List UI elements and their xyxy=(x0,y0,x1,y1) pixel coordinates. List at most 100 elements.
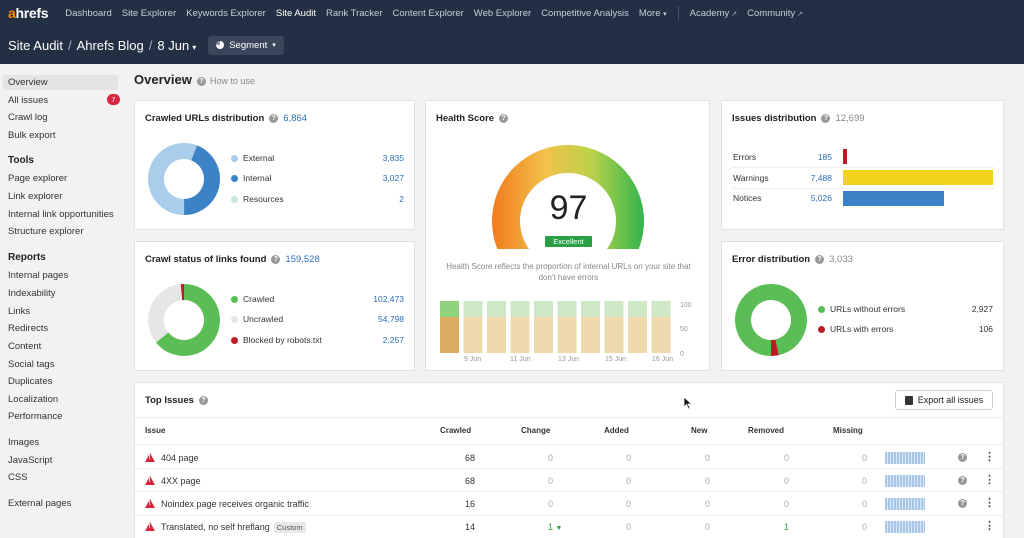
help-icon[interactable]: ? xyxy=(271,255,281,264)
donut-segment[interactable] xyxy=(184,145,220,215)
column-header-change[interactable]: Change xyxy=(521,426,551,435)
nav-rank-tracker[interactable]: Rank Tracker xyxy=(326,7,383,19)
x-tick: 15 Jun xyxy=(605,356,626,363)
help-icon[interactable]: ? xyxy=(499,114,509,123)
issue-name[interactable]: Noindex page receives organic traffic xyxy=(161,499,309,509)
external-value[interactable]: 3,835 xyxy=(382,153,404,163)
uncrawled-value[interactable]: 54,798 xyxy=(378,314,404,324)
internal-value[interactable]: 3,027 xyxy=(382,173,404,183)
sidebar-item-overview[interactable]: Overview xyxy=(3,75,118,90)
health-history-bar-base xyxy=(557,317,577,353)
crawled-count[interactable]: 68 xyxy=(465,453,476,463)
crawled-count[interactable]: 14 xyxy=(465,522,476,532)
sidebar-item-social-tags[interactable]: Social tags xyxy=(8,359,55,370)
nav-competitive-analysis[interactable]: Competitive Analysis xyxy=(541,7,629,19)
sidebar-item-redirects[interactable]: Redirects xyxy=(8,323,49,334)
sidebar-item-duplicates[interactable]: Duplicates xyxy=(8,376,53,387)
sidebar-item-structure-explorer[interactable]: Structure explorer xyxy=(8,226,84,237)
legend-dot xyxy=(231,315,238,323)
sidebar-item-css[interactable]: CSS xyxy=(8,472,28,483)
more-options-icon[interactable]: ⋮ xyxy=(984,474,995,486)
issues-notices-value[interactable]: 5,026 xyxy=(810,193,832,203)
sidebar-item-images[interactable]: Images xyxy=(8,437,40,448)
sidebar-item-external-pages[interactable]: External pages xyxy=(8,498,72,509)
sidebar-item-links[interactable]: Links xyxy=(8,306,31,317)
sidebar-item-internal-link-opportunities[interactable]: Internal link opportunities xyxy=(8,209,114,220)
breadcrumb-project[interactable]: Ahrefs Blog xyxy=(76,37,144,53)
help-icon[interactable]: ? xyxy=(815,255,825,264)
how-to-use-link[interactable]: ? How to use xyxy=(197,76,255,86)
segment-dropdown[interactable]: Segment ▾ xyxy=(208,35,284,55)
sidebar-item-localization[interactable]: Localization xyxy=(8,394,59,405)
nav-more[interactable]: More ▾ xyxy=(638,7,667,19)
legend-label: URLs without errors xyxy=(830,304,906,314)
column-header-removed[interactable]: Removed xyxy=(748,426,785,435)
nav-site-audit[interactable]: Site Audit xyxy=(275,7,316,19)
issue-name[interactable]: 404 page xyxy=(161,453,199,463)
column-header-crawled[interactable]: Crawled xyxy=(440,426,472,435)
breadcrumb-crawl-date[interactable]: 8 Jun ▾ xyxy=(157,37,197,53)
help-icon[interactable]: ? xyxy=(269,114,279,123)
error-icon xyxy=(145,476,155,485)
sidebar-item-indexability[interactable]: Indexability xyxy=(8,288,56,299)
crawled-count[interactable]: 68 xyxy=(465,476,476,486)
sidebar-item-page-explorer[interactable]: Page explorer xyxy=(8,173,68,184)
errors-bar[interactable] xyxy=(843,149,847,164)
help-icon[interactable]: ? xyxy=(958,476,967,485)
nav-web-explorer[interactable]: Web Explorer xyxy=(473,7,532,19)
sidebar-item-crawl-log[interactable]: Crawl log xyxy=(8,112,48,123)
sidebar-item-link-explorer[interactable]: Link explorer xyxy=(8,191,63,202)
crawled-urls-total[interactable]: 6,864 xyxy=(283,113,308,124)
nav-content-explorer[interactable]: Content Explorer xyxy=(392,7,464,19)
export-all-issues-button[interactable]: Export all issues xyxy=(895,390,993,410)
nav-academy[interactable]: Academy ↗ xyxy=(689,7,738,19)
donut-segment[interactable] xyxy=(771,339,779,356)
issue-name[interactable]: 4XX page xyxy=(161,476,201,486)
change-count[interactable]: 1 ▼ xyxy=(548,522,562,532)
more-options-icon[interactable]: ⋮ xyxy=(984,520,995,532)
notices-bar[interactable] xyxy=(843,191,944,206)
crawl-status-total[interactable]: 159,528 xyxy=(285,254,320,265)
help-icon[interactable]: ? xyxy=(958,499,967,508)
nav-dashboard[interactable]: Dashboard xyxy=(65,7,112,19)
help-icon[interactable]: ? xyxy=(821,114,831,123)
more-options-icon[interactable]: ⋮ xyxy=(984,451,995,463)
removed-count: 0 xyxy=(784,499,790,509)
column-header-added[interactable]: Added xyxy=(604,426,629,435)
column-header-issue[interactable]: Issue xyxy=(145,426,166,435)
donut-segment[interactable] xyxy=(155,284,220,356)
sidebar-item-bulk-export[interactable]: Bulk export xyxy=(8,130,56,141)
breadcrumb-site-audit[interactable]: Site Audit xyxy=(8,37,63,53)
sidebar-item-javascript[interactable]: JavaScript xyxy=(8,455,53,466)
sidebar-item-all-issues[interactable]: All issues xyxy=(8,95,49,106)
ahrefs-logo[interactable]: ahrefs xyxy=(8,5,49,21)
issues-errors-value[interactable]: 185 xyxy=(817,152,832,162)
blocked-value[interactable]: 2,257 xyxy=(382,335,404,345)
sidebar-item-internal-pages[interactable]: Internal pages xyxy=(8,270,69,281)
issues-warnings-value[interactable]: 7,488 xyxy=(810,173,832,183)
column-header-missing[interactable]: Missing xyxy=(833,426,863,435)
removed-count[interactable]: 1 xyxy=(784,522,790,532)
help-icon[interactable]: ? xyxy=(958,453,967,462)
issue-name[interactable]: Translated, no self hreflang Custom xyxy=(161,522,306,533)
sidebar-item-content[interactable]: Content xyxy=(8,341,42,352)
donut-segment[interactable] xyxy=(180,284,184,301)
resources-value[interactable]: 2 xyxy=(399,194,404,204)
warnings-bar[interactable] xyxy=(843,170,993,185)
divider xyxy=(134,515,1004,516)
crawl-status-title: Crawl status of links found xyxy=(145,254,267,265)
crawled-count[interactable]: 16 xyxy=(465,499,476,509)
nav-community[interactable]: Community ↗ xyxy=(747,7,804,19)
donut-segment[interactable] xyxy=(735,284,807,356)
column-header-new[interactable]: New xyxy=(691,426,708,435)
more-options-icon[interactable]: ⋮ xyxy=(984,497,995,509)
card-title: Health Score ? xyxy=(436,113,509,124)
sidebar-item-performance[interactable]: Performance xyxy=(8,411,63,422)
nav-keywords-explorer[interactable]: Keywords Explorer xyxy=(186,7,266,19)
nav-site-explorer[interactable]: Site Explorer xyxy=(121,7,177,19)
donut-segment[interactable] xyxy=(148,143,197,216)
donut-segment[interactable] xyxy=(148,284,183,343)
crawled-value[interactable]: 102,473 xyxy=(373,294,404,304)
help-icon[interactable]: ? xyxy=(198,396,208,405)
custom-tag: Custom xyxy=(273,522,306,533)
